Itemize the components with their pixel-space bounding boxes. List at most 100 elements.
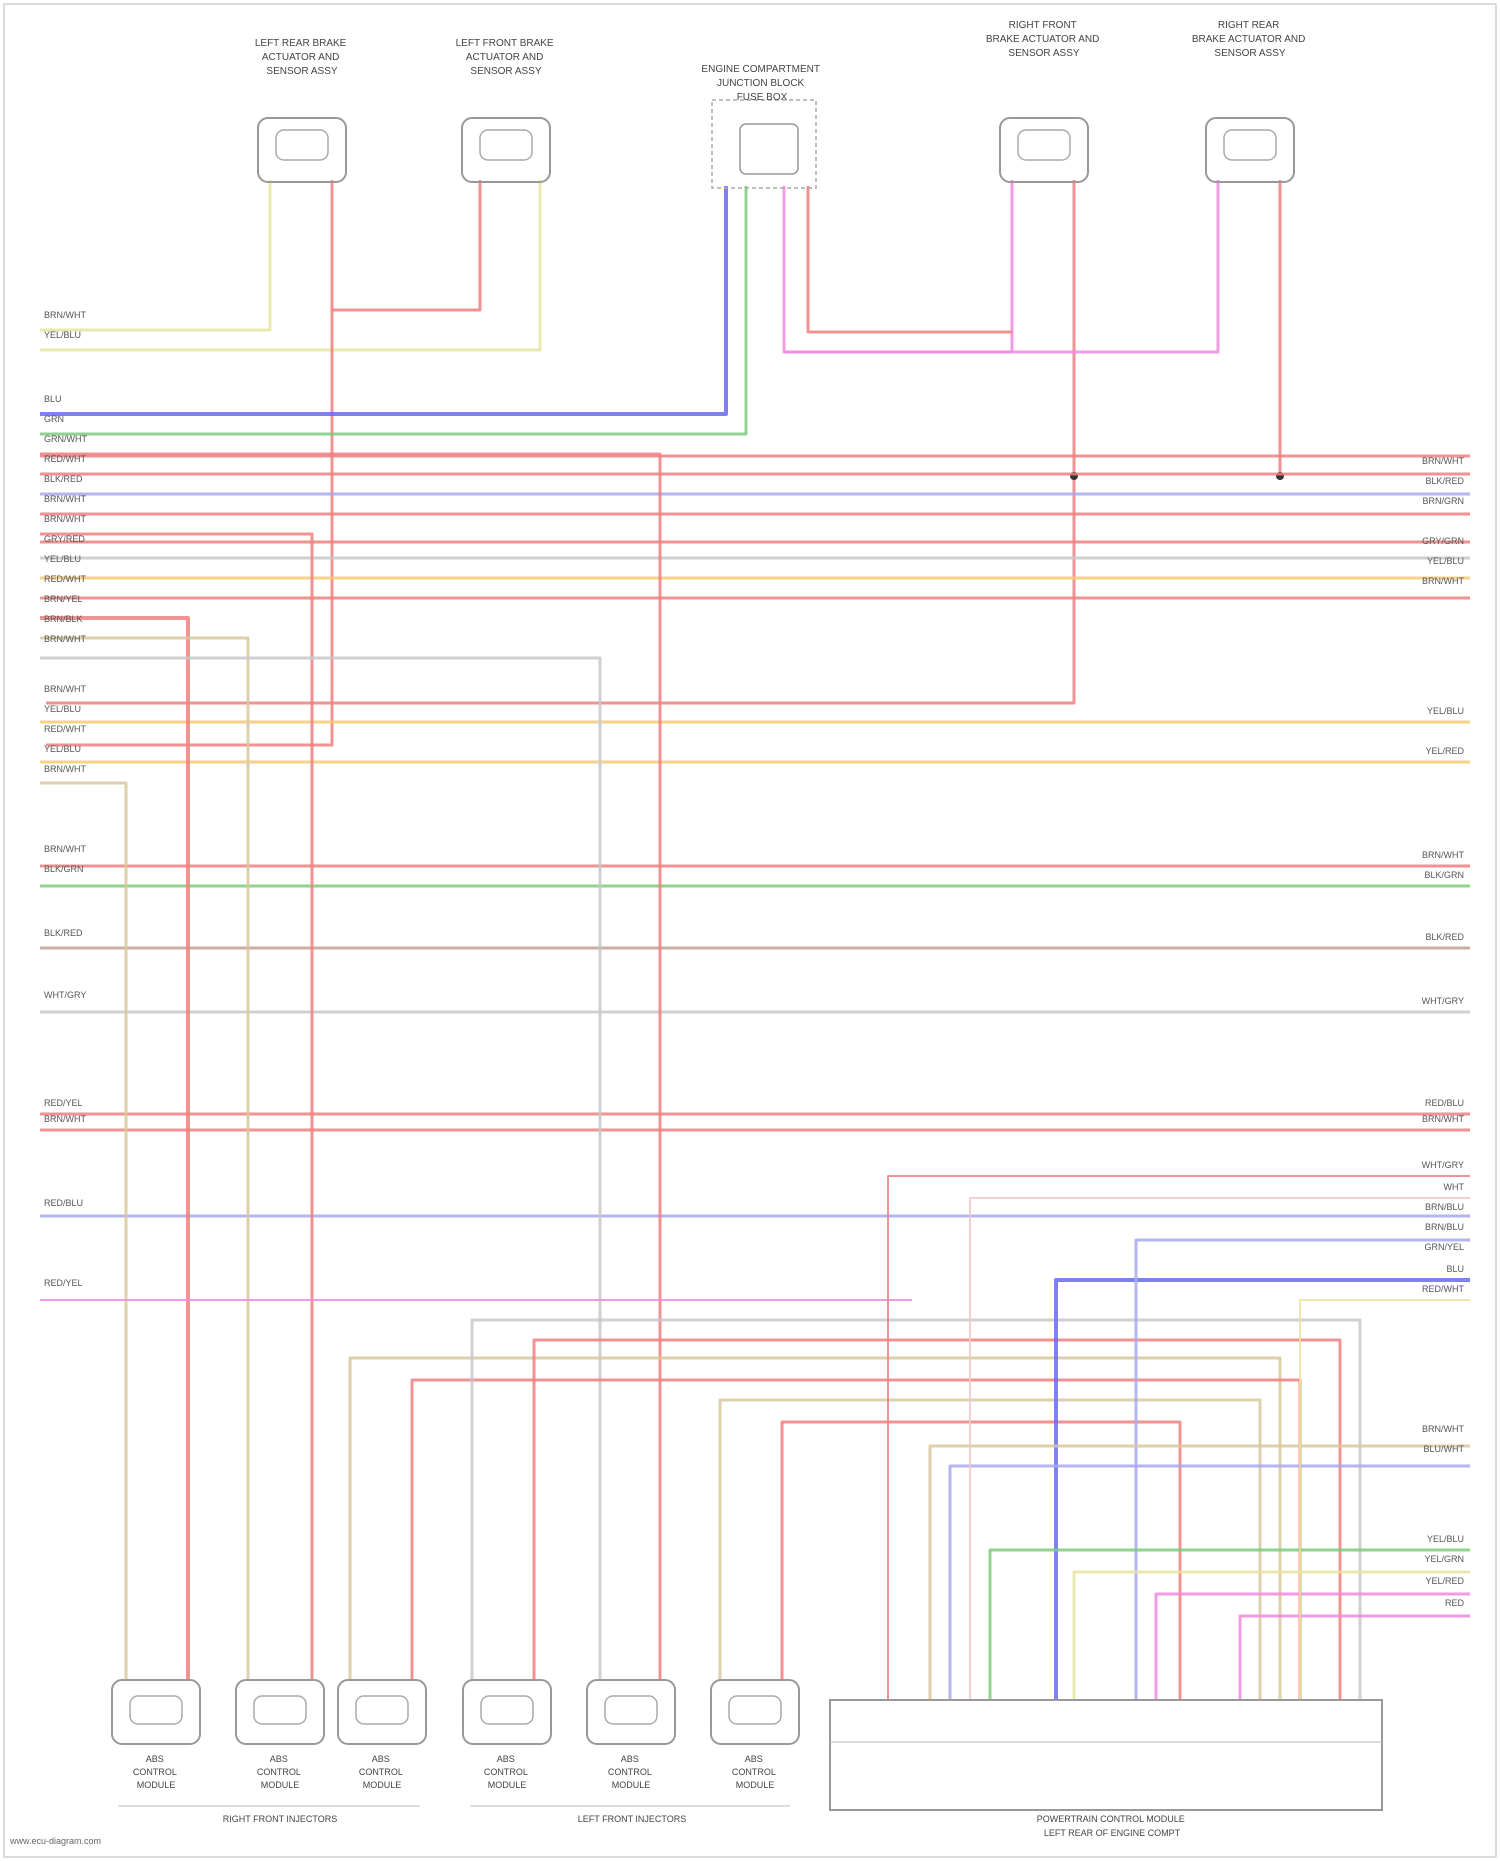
left-wire-label: BRN/WHT	[44, 1114, 86, 1124]
wire	[948, 1464, 1470, 1700]
right-wire-label: BLU/WHT	[1424, 1444, 1465, 1454]
top-component-captions: LEFT REAR BRAKE ACTUATOR AND SENSOR ASSY…	[255, 20, 1308, 103]
left-wire-label: BRN/WHT	[44, 764, 86, 774]
injector-connector-5-inner	[604, 1695, 658, 1725]
right-wire-label: BRN/WHT	[1422, 576, 1464, 586]
injector-connector-5	[586, 1679, 676, 1745]
right-wire-label: RED	[1445, 1598, 1465, 1608]
right-wire-label: YEL/RED	[1425, 746, 1464, 756]
top-component-2-label: LEFT FRONT BRAKE ACTUATOR AND SENSOR ASS…	[456, 38, 557, 77]
top-connector-2-inner	[479, 129, 533, 161]
wire	[1134, 1238, 1470, 1700]
right-wire-label: BRN/WHT	[1422, 456, 1464, 466]
wire	[1054, 1278, 1470, 1700]
right-wire-label: GRN/YEL	[1424, 1242, 1464, 1252]
left-wire-label: BLK/RED	[44, 928, 83, 938]
left-wire-label: BRN/BLK	[44, 614, 83, 624]
top-connector-1	[257, 117, 347, 183]
right-wire-label: RED/BLU	[1425, 1098, 1464, 1108]
left-wire-label: RED/WHT	[44, 574, 86, 584]
right-wire-label: YEL/GRN	[1424, 1554, 1464, 1564]
fuse-connector	[739, 123, 799, 175]
top-component-5-label: RIGHT REAR BRAKE ACTUATOR AND SENSOR ASS…	[1192, 20, 1308, 59]
wire	[40, 186, 728, 416]
wire	[40, 180, 272, 332]
wire	[40, 186, 748, 436]
left-wire-labels: BRN/WHT YEL/BLU BLU GRN GRN/WHT RED/WHT BLK/RE…	[44, 310, 87, 1288]
group-labels: RIGHT FRONT INJECTORS LEFT FRONT INJECTO…	[118, 1805, 1188, 1838]
injector-connector-3	[337, 1679, 427, 1745]
wire	[1238, 1614, 1470, 1700]
group-label-middle: LEFT FRONT INJECTORS	[578, 1814, 687, 1824]
left-wire-label: BRN/WHT	[44, 844, 86, 854]
left-wire-label: BRN/WHT	[44, 494, 86, 504]
wire	[40, 616, 190, 1680]
wire	[887, 1175, 1470, 1700]
wire	[40, 636, 250, 1680]
left-wire-label: RED/WHT	[44, 454, 86, 464]
bottom-component-captions: ABS CONTROL MODULE ABS CONTROL MODULE AB…	[133, 1754, 776, 1790]
wire	[1299, 1299, 1470, 1700]
top-connector-4	[999, 117, 1089, 183]
right-wire-label: BLU	[1446, 1264, 1464, 1274]
wire	[784, 180, 1220, 354]
right-wire-label: BRN/BLU	[1425, 1222, 1464, 1232]
wire	[928, 1444, 1470, 1700]
wire	[410, 1378, 1302, 1700]
left-wire-label: YEL/BLU	[44, 744, 81, 754]
wire	[782, 180, 1014, 354]
group-label-left: RIGHT FRONT INJECTORS	[223, 1814, 338, 1824]
bottom-component-2-label: ABS CONTROL MODULE	[257, 1754, 303, 1790]
left-wire-label: RED/WHT	[44, 724, 86, 734]
injector-connector-2-inner	[253, 1695, 307, 1725]
wire	[40, 452, 662, 1680]
left-wire-label: BRN/WHT	[44, 634, 86, 644]
right-wire-label: GRY/GRN	[1422, 536, 1464, 546]
wire	[40, 656, 602, 1680]
top-component-1-label: LEFT REAR BRAKE ACTUATOR AND SENSOR ASSY	[255, 38, 349, 77]
wire	[532, 1338, 1342, 1700]
right-wire-label: YEL/RED	[1425, 1576, 1464, 1586]
top-component-4-label: RIGHT FRONT BRAKE ACTUATOR AND SENSOR AS…	[986, 20, 1102, 59]
wire	[46, 180, 1076, 705]
bottom-component-3-label: ABS CONTROL MODULE	[359, 1754, 405, 1790]
left-wire-label: BLU	[44, 394, 62, 404]
wire	[1154, 1592, 1470, 1700]
left-wire-label: GRN/WHT	[44, 434, 87, 444]
right-wire-label: BLK/RED	[1425, 476, 1464, 486]
bottom-component-1-label: ABS CONTROL MODULE	[133, 1754, 179, 1790]
right-wire-label: BLK/RED	[1425, 932, 1464, 942]
wire	[988, 1548, 1470, 1700]
right-wire-label: YEL/BLU	[1427, 556, 1464, 566]
injector-connector-2	[235, 1679, 325, 1745]
left-wire-label: GRN	[44, 414, 64, 424]
left-wire-label: BLK/RED	[44, 474, 83, 484]
group-label-right: POWERTRAIN CONTROL MODULE LEFT REAR OF E…	[1037, 1814, 1188, 1838]
top-connector-4-inner	[1017, 129, 1071, 161]
right-wire-label: BLK/GRN	[1424, 870, 1464, 880]
right-wire-label: YEL/BLU	[1427, 706, 1464, 716]
wire	[40, 781, 128, 1680]
connector-layer	[111, 99, 1383, 1811]
left-wire-label: YEL/BLU	[44, 704, 81, 714]
left-wire-label: BRN/WHT	[44, 684, 86, 694]
top-connector-5	[1205, 117, 1295, 183]
left-wire-label: WHT/GRY	[44, 990, 86, 1000]
left-wire-label: RED/BLU	[44, 1198, 83, 1208]
injector-connector-1	[111, 1679, 201, 1745]
wire	[969, 1197, 1470, 1700]
top-connector-2	[461, 117, 551, 183]
fuse-box-outline	[711, 99, 817, 189]
injector-connector-4	[462, 1679, 552, 1745]
wire-layer	[40, 180, 1470, 1700]
right-wire-label: BRN/WHT	[1422, 1114, 1464, 1124]
left-wire-label: BRN/WHT	[44, 514, 86, 524]
wire	[348, 1356, 1282, 1700]
wire	[330, 180, 482, 312]
right-wire-label: WHT	[1444, 1182, 1465, 1192]
right-wire-label: RED/WHT	[1422, 1284, 1464, 1294]
left-wire-label: YEL/BLU	[44, 330, 81, 340]
left-wire-label: GRY/RED	[44, 534, 85, 544]
left-wire-label: BRN/YEL	[44, 594, 83, 604]
